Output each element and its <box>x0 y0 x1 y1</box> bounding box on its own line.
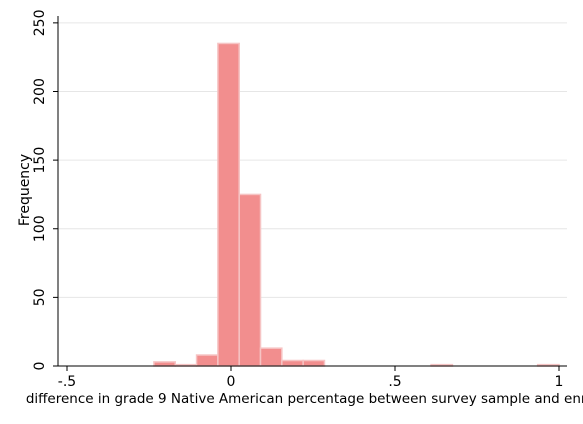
y-axis-label: Frequency <box>17 154 33 226</box>
axes <box>57 16 567 367</box>
x-tick-label: 0 <box>227 374 236 390</box>
y-tick-label: 0 <box>32 362 48 371</box>
histogram-bar <box>259 347 283 367</box>
y-axis-ticks: 0 50 100 150 200 250 <box>32 9 58 370</box>
histogram-bar <box>153 361 176 367</box>
y-tick-label: 150 <box>32 147 48 174</box>
histogram-bars <box>153 42 560 367</box>
x-tick-label: 1 <box>555 374 564 390</box>
x-tick-label: -.5 <box>58 374 76 390</box>
x-tick-label: .5 <box>388 374 401 390</box>
y-tick-label: 250 <box>32 9 48 36</box>
histogram-bar <box>302 359 326 367</box>
histogram-bar <box>281 359 304 367</box>
x-axis-label: difference in grade 9 Native American pe… <box>26 391 583 407</box>
histogram-bar <box>217 42 240 367</box>
x-axis-ticks: -.5 0 .5 1 <box>58 366 564 390</box>
y-tick-label: 100 <box>32 215 48 242</box>
histogram-bar <box>238 193 262 367</box>
histogram-bar <box>195 354 219 367</box>
y-tick-label: 200 <box>32 78 48 105</box>
gridlines <box>58 22 567 298</box>
y-tick-label: 50 <box>32 288 48 306</box>
